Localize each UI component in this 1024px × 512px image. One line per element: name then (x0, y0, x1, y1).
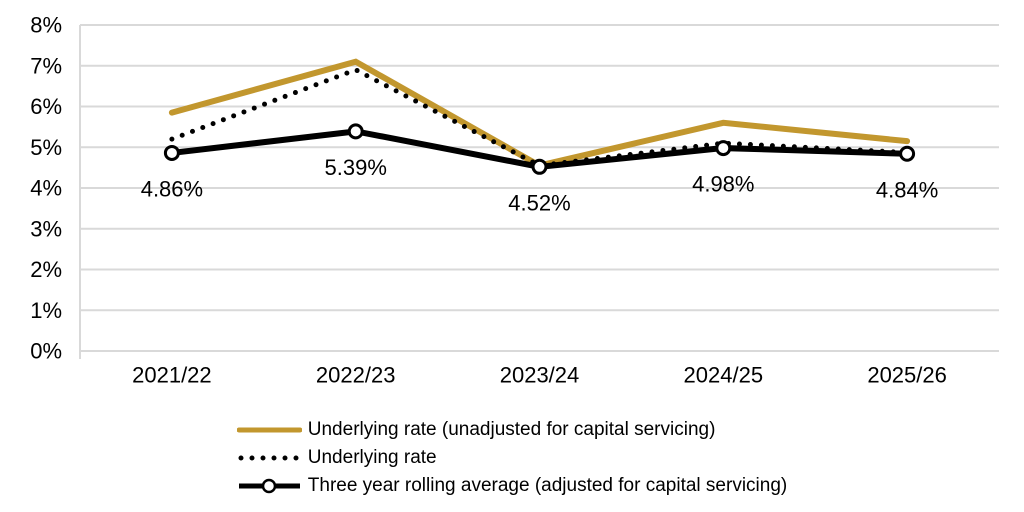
data-label: 5.39% (325, 155, 387, 180)
x-axis-tick-label: 2025/26 (867, 363, 947, 388)
x-axis-tick-label: 2022/23 (316, 363, 396, 388)
y-axis-tick-label: 4% (30, 176, 62, 201)
legend-swatch-marker-line (238, 478, 300, 494)
y-axis-tick-label: 7% (30, 53, 62, 78)
y-axis-tick-label: 3% (30, 216, 62, 241)
legend-label-unadjusted-rate: Underlying rate (unadjusted for capital … (307, 419, 716, 440)
legend-label-underlying-rate: Underlying rate (307, 447, 437, 468)
y-axis-tick-label: 1% (30, 298, 62, 323)
legend-item-rolling-average: Three year rolling average (adjusted for… (237, 472, 787, 500)
data-label: 4.98% (692, 172, 754, 197)
legend-swatch-dotted-line (238, 455, 302, 461)
legend-swatch-gold-line (236, 427, 302, 433)
series-line-1 (169, 67, 910, 169)
x-axis-tick-label: 2024/25 (684, 363, 764, 388)
y-axis-tick-label: 5% (30, 135, 62, 160)
data-point-marker (531, 158, 548, 175)
data-label: 4.52% (508, 190, 570, 215)
circle-marker-swatch (261, 478, 277, 494)
data-point-marker (715, 140, 732, 157)
line-chart: 0% 1% 2% 3% 4% 5% 6% 7% 8% 2021/22 2022/23 2023/24 2… (30, 13, 999, 388)
data-point-marker (899, 145, 916, 162)
y-axis-tick-label: 0% (30, 339, 62, 364)
x-axis-tick-label: 2023/24 (500, 363, 580, 388)
x-axis-tick-label: 2021/22 (132, 363, 212, 388)
y-axis-tick-label: 8% (30, 13, 62, 38)
y-axis-tick-label: 2% (30, 257, 62, 282)
data-point-marker (163, 144, 180, 161)
legend-label-rolling-average: Three year rolling average (adjusted for… (307, 475, 788, 496)
data-label: 4.86% (141, 176, 203, 201)
y-axis-tick-label: 6% (30, 94, 62, 119)
legend-item-underlying-rate: Underlying rate (237, 444, 437, 472)
data-point-marker (347, 123, 364, 140)
data-label: 4.84% (876, 177, 938, 202)
legend-item-unadjusted-rate: Underlying rate (unadjusted for capital … (236, 416, 716, 444)
legend: Underlying rate (unadjusted for capital … (236, 416, 787, 500)
